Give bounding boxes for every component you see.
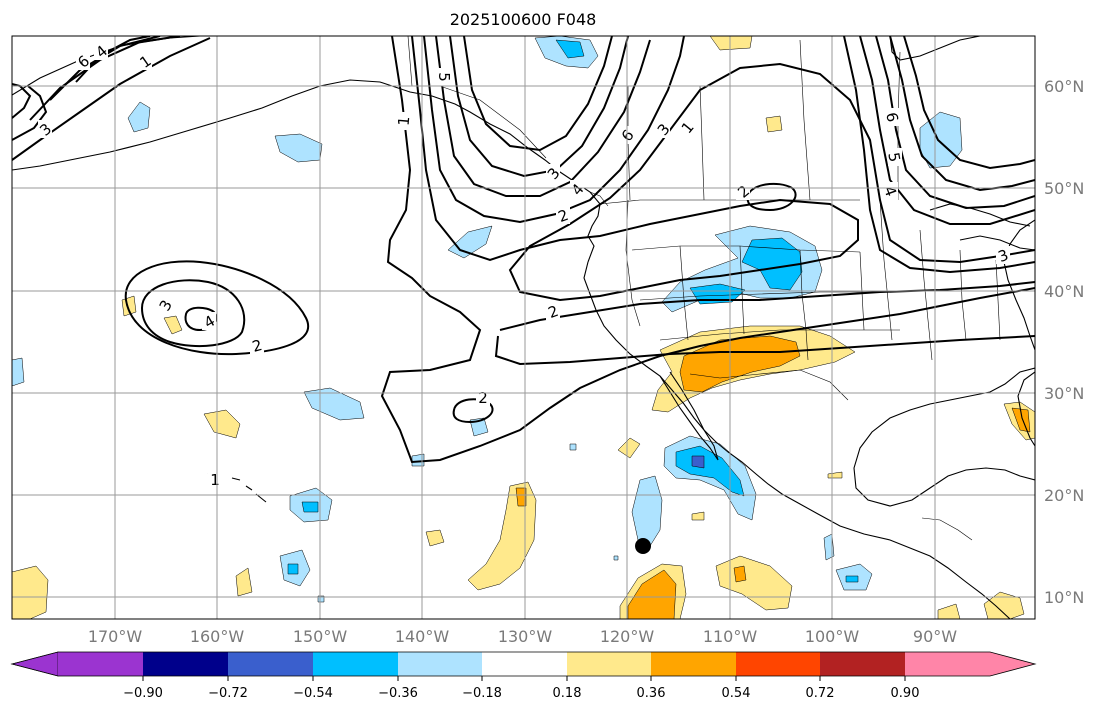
lat-label: 40°N [1044,282,1084,301]
colorbar-tick-label: 0.54 [722,686,751,701]
bc-canada-coast [587,203,601,263]
pacific-low-3 [140,279,246,348]
colorbar-segment [651,652,736,676]
closed-contour-1 [746,182,797,212]
contour-label: 4 [201,312,218,332]
lon-label: 170°W [88,627,143,646]
lat-label: 10°N [1044,588,1084,607]
lon-label: 110°W [703,627,758,646]
contour-label: 3 [654,120,674,139]
colorbar-tick-label: −0.54 [293,686,333,701]
colorbar-segment [398,652,482,676]
svg-text:2: 2 [478,389,488,407]
florida-coast [1017,371,1035,447]
svg-text:5: 5 [435,72,453,82]
contour-label: 1 [137,52,155,72]
lat-label: 20°N [1044,486,1084,505]
contour-label: 2 [556,206,571,226]
lon-label: 90°W [913,627,957,646]
colorbar-tick-label: −0.36 [378,686,418,701]
graticule [12,36,1035,619]
closed-contour-2 [452,398,494,424]
lon-label: 130°W [498,627,553,646]
svg-text:1: 1 [395,116,414,127]
colorbar-tick-label: 0.90 [891,686,920,701]
gulf-coast [853,367,1035,507]
contour-lines [12,36,1035,464]
contour-label: 2 [546,302,561,322]
lon-label: 120°W [600,627,655,646]
colorbar-segment [313,652,398,676]
contour-label: 1 [395,112,414,130]
colorbar-tick-label: 0.36 [637,686,666,701]
colorbar-segment [143,652,228,676]
lon-label: 160°W [190,627,245,646]
map-area: 6 4 3 1 5 1 3 4 6 1 2 6 5 4 3 3 2 2 2 4 … [12,36,1035,619]
us-west-coast [583,261,1011,619]
map-frame [11,35,1036,620]
contour-label: 4 [92,42,111,62]
contour-label: 1 [678,118,698,137]
contour-label: 6 [74,52,93,72]
colorbar-tick-label: 0.18 [553,686,582,701]
contour-label: 2 [734,182,753,202]
lon-label: 100°W [805,627,860,646]
contour-label: 4 [568,180,588,199]
lat-label: 30°N [1044,384,1084,403]
colorbar-segment [567,652,651,676]
storm-position-dot [635,538,651,554]
colorbar-extend-min-inner [58,652,143,676]
colorbar-segment [482,652,567,676]
contour-label: 2 [476,388,490,407]
contour-label: 3 [996,246,1011,266]
contour-label-set: 6 4 3 1 5 1 3 4 6 1 2 6 5 4 3 3 2 2 2 4 … [36,42,1011,489]
hudson-coast [889,36,981,61]
contour-label: 2 [250,336,264,356]
svg-text:1: 1 [210,471,220,489]
contour-label: 6 [882,108,902,126]
baja-coast [659,371,719,461]
colorbar-tick-label: 0.72 [806,686,835,701]
lon-label: 140°W [395,627,450,646]
contour-label: 3 [36,120,55,140]
lon-label: 150°W [293,627,348,646]
colorbar-tick-label: −0.18 [462,686,502,701]
alaska-contour-1 [12,37,211,161]
colorbar-ticks [142,676,906,681]
contour-label: 1 [208,470,222,489]
svg-text:2: 2 [250,336,264,356]
colorbar-segment [228,652,313,676]
colorbar-extend-max [905,652,1035,676]
lat-label: 50°N [1044,179,1084,198]
colorbar-tick-label: −0.90 [123,686,163,701]
contour-label: 3 [544,164,564,183]
trough-contour-outer [380,36,1035,464]
greatlakes [929,203,1035,251]
figure-title: 2025100600 F048 [450,10,597,29]
pacific-low-outer [124,260,310,356]
latitude-labels: 60°N 50°N 40°N 30°N 20°N 10°N [1044,77,1084,607]
contour-label: 5 [884,148,904,166]
contour-label: 3 [156,296,176,314]
colorbar: −0.90 −0.72 −0.54 −0.36 −0.18 0.18 0.36 … [10,651,1037,701]
anomaly-shading [12,36,1035,619]
lat-label: 60°N [1044,77,1084,96]
colorbar-segment [820,652,905,676]
colorbar-tick-label: −0.72 [208,686,248,701]
longitude-labels: 170°W 160°W 150°W 140°W 130°W 120°W 110°… [88,627,957,646]
colorbar-outline [10,651,1037,677]
colorbar-extend-min [10,651,59,677]
contour-label: 5 [435,68,453,86]
svg-text:6: 6 [882,111,901,124]
east-coast [1003,219,1035,351]
svg-text:5: 5 [884,151,903,164]
colorbar-segment [736,652,820,676]
